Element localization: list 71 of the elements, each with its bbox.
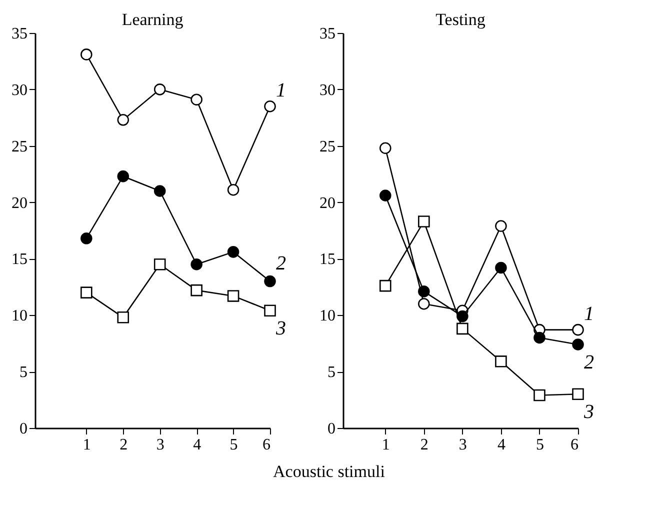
y-tick-label: 5 [328,364,336,382]
series-label: 1 [276,79,286,102]
chart-title: Learning [122,10,184,29]
y-tick-label: 0 [20,420,28,438]
y-tick-label: 35 [320,26,336,42]
point [117,312,130,324]
point [190,284,202,296]
y-tick-label: 0 [328,420,336,438]
point [572,338,584,350]
point [264,275,276,288]
series-label: 3 [275,318,286,340]
y-tick-label: 30 [12,82,28,99]
point [534,389,546,402]
series-label: 2 [276,252,286,274]
point [495,262,507,274]
point [154,84,166,96]
point [264,304,276,317]
x-tick-label: 5 [536,436,544,454]
point [117,170,130,182]
x-tick-label: 2 [420,436,428,454]
y-tick-label: 20 [12,194,28,212]
x-tick-label: 4 [193,436,202,454]
x-tick-label: 2 [120,436,128,454]
point [418,286,430,298]
series-label: 1 [584,302,594,325]
point [495,356,507,368]
point [418,298,430,310]
point [227,290,240,302]
point [190,258,202,270]
y-tick-label: 5 [20,364,28,382]
x-tick-label: 1 [82,436,91,454]
x-tick-label: 5 [230,436,238,454]
point [80,286,92,298]
y-tick-label: 35 [12,26,28,42]
point [572,324,584,336]
point [379,142,392,154]
point [154,258,166,270]
x-tick-label: 3 [458,436,467,454]
series-label: 2 [584,351,594,374]
y-tick-label: 20 [320,194,336,212]
point [227,246,240,258]
point [456,322,468,335]
x-tick-label: 4 [497,436,506,454]
point [418,216,430,228]
x-tick-label: 1 [382,436,390,454]
point [80,232,92,244]
point [154,185,166,197]
y-tick-label: 25 [320,138,336,156]
x-axis-title: Acoustic stimuli [272,462,386,482]
x-tick-label: 3 [156,436,164,454]
point [572,388,584,400]
point [80,48,92,60]
point [534,332,546,344]
y-tick-label: 15 [320,251,336,268]
point [456,310,468,322]
point [227,184,240,196]
point [379,190,392,202]
point [495,220,507,232]
series-label: 3 [583,401,594,424]
point [264,100,276,112]
point [190,94,202,106]
x-tick-label: 6 [570,436,578,454]
point [379,280,392,292]
y-tick-label: 30 [320,82,336,99]
y-tick-label: 10 [320,308,336,325]
y-tick-label: 25 [12,138,28,156]
chart-title: Testing [436,10,486,29]
y-tick-label: 10 [12,308,28,325]
y-tick-label: 15 [12,251,28,268]
point [117,114,130,126]
x-tick-label: 6 [262,436,270,454]
